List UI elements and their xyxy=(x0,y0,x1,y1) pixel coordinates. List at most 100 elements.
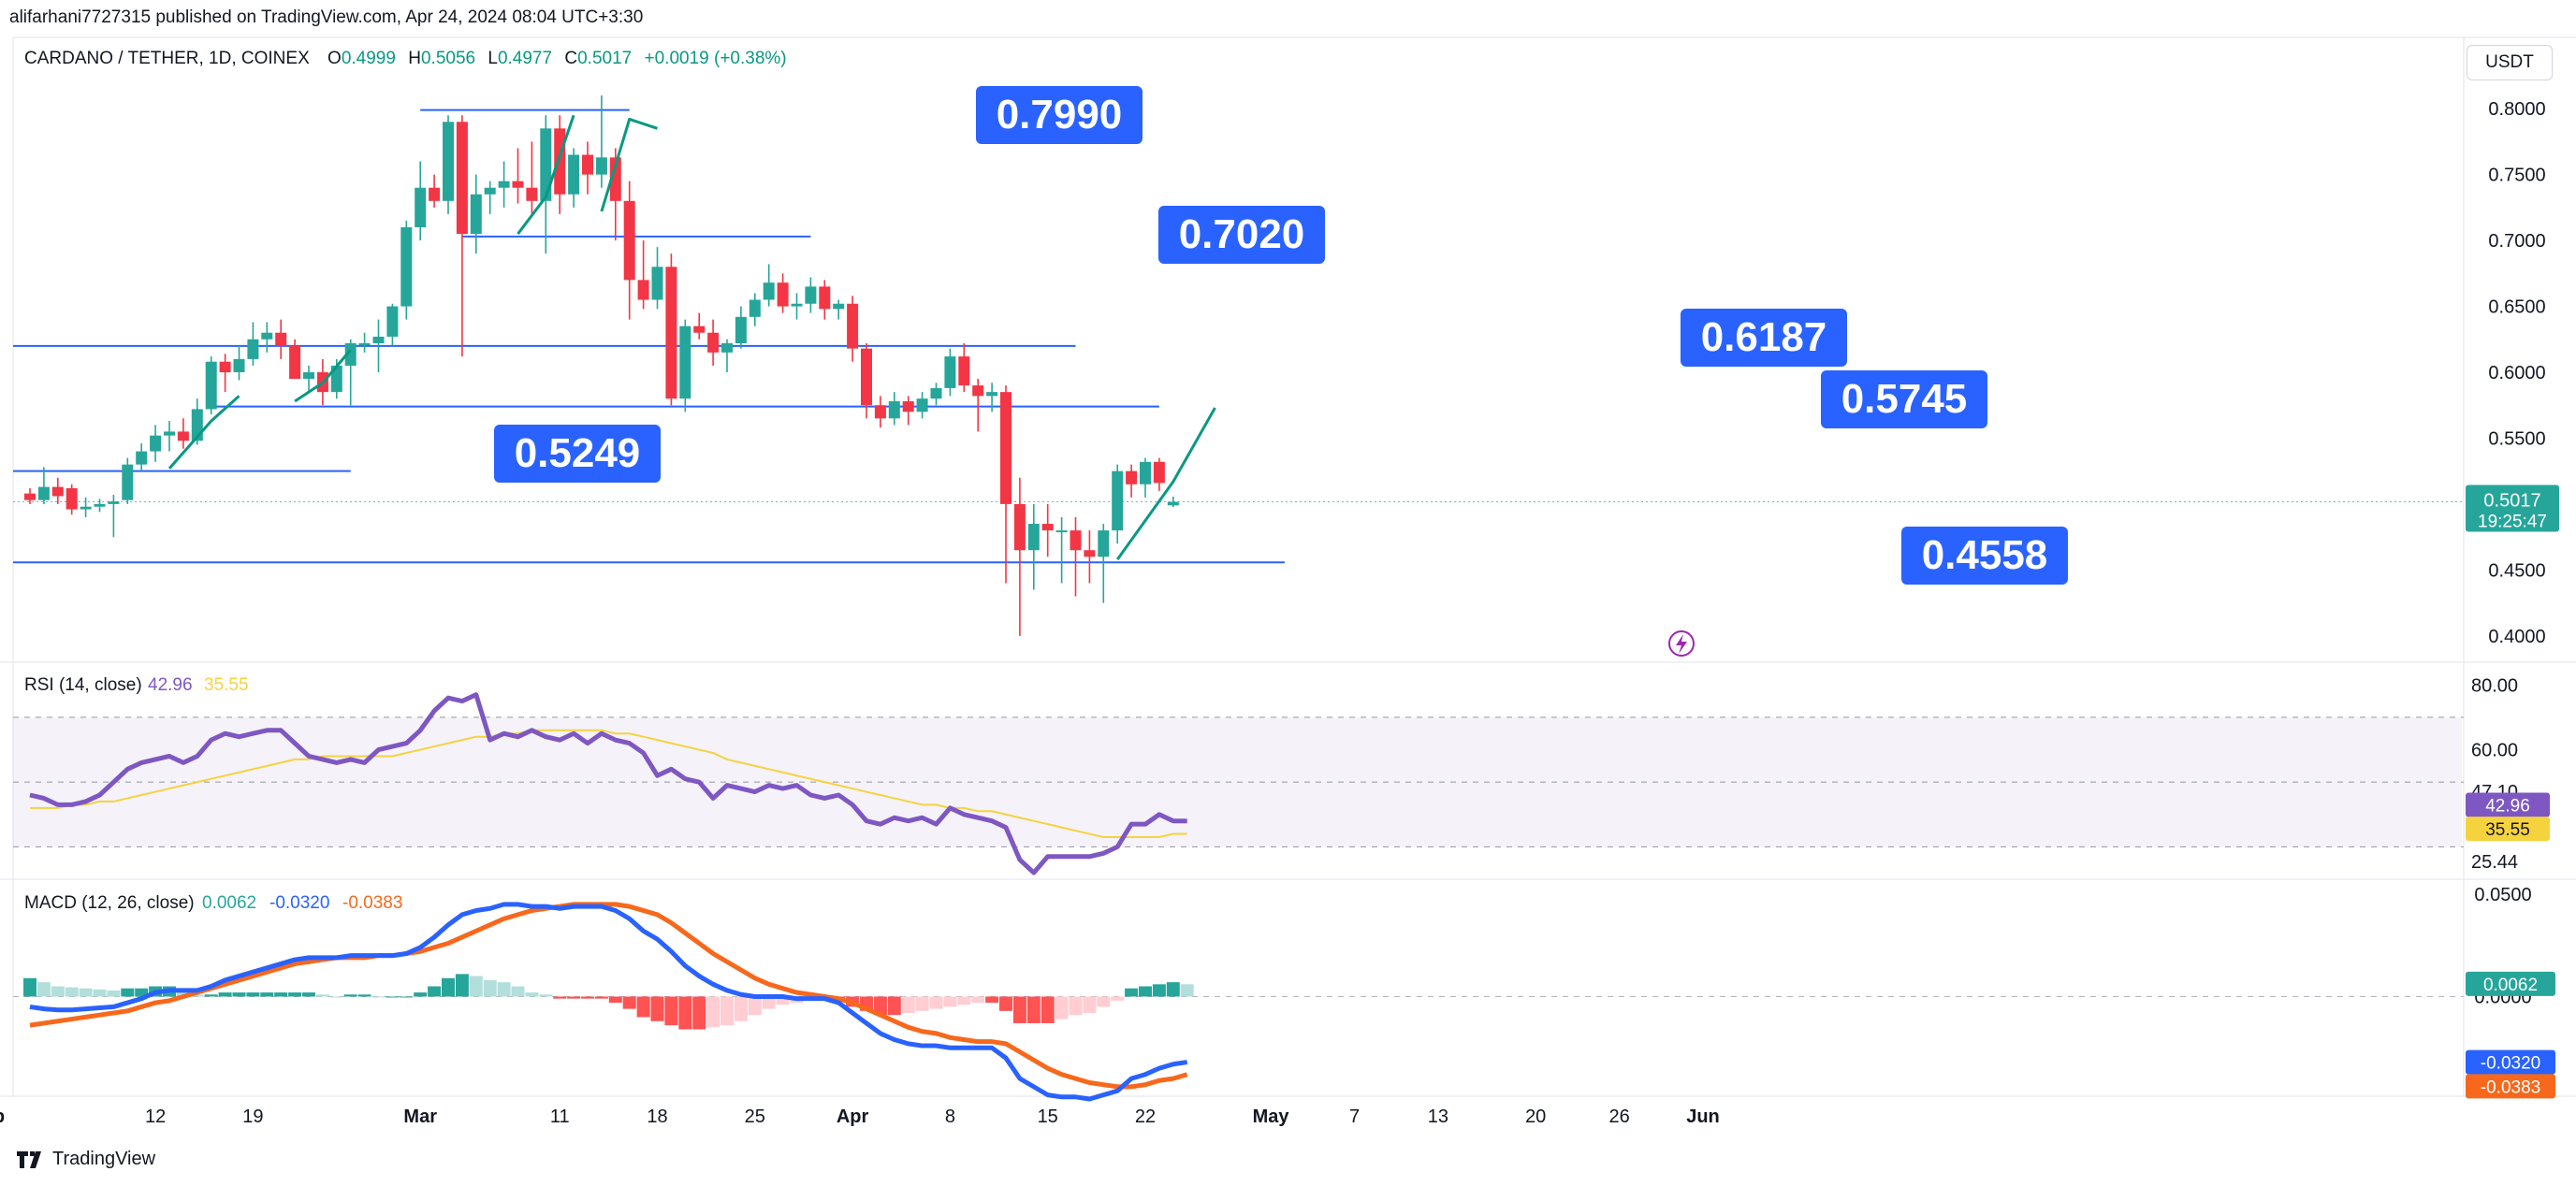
low-value: 0.4977 xyxy=(497,49,553,68)
candle-body xyxy=(1027,524,1040,551)
countdown-label: 19:25:47 xyxy=(2478,513,2547,532)
candle-body xyxy=(1140,461,1151,485)
candle-body xyxy=(958,356,970,386)
high-value: 0.5056 xyxy=(420,49,476,68)
candle-body xyxy=(679,325,691,399)
candle-body xyxy=(498,181,510,188)
candle-body xyxy=(735,316,747,343)
macd-histogram-bar xyxy=(1026,996,1041,1023)
macd-histogram-bar xyxy=(553,996,567,999)
symbol-title[interactable]: CARDANO / TETHER, 1D, COINEX xyxy=(24,49,310,68)
candle-body xyxy=(944,356,956,388)
macd-histogram-bar xyxy=(107,990,121,997)
lightning-icon-glyph xyxy=(1676,634,1687,654)
macd-histogram-bar xyxy=(329,996,343,998)
candle-body xyxy=(233,358,245,372)
macd-histogram-bar xyxy=(720,996,734,1026)
macd-histogram-bar xyxy=(1125,988,1139,997)
time-tick-label: Apr xyxy=(837,1106,869,1127)
candle-body xyxy=(37,486,50,500)
time-tick-label: 11 xyxy=(550,1106,570,1127)
candle-body xyxy=(721,343,733,353)
macd-histogram-bar xyxy=(1180,984,1194,997)
macd-histogram-bar xyxy=(93,989,107,997)
candle-body xyxy=(861,348,872,406)
candle-body xyxy=(888,401,900,419)
macd-histogram-bar xyxy=(469,976,483,997)
macd-histogram-bar xyxy=(1083,996,1097,1013)
candle-body xyxy=(1167,501,1179,506)
candle-body xyxy=(749,299,761,317)
price-tick-label: 0.7000 xyxy=(2488,231,2545,252)
level-label-box xyxy=(976,86,1142,144)
candle-body xyxy=(205,361,217,410)
candle-body xyxy=(65,488,78,510)
rsi-ma-value: 35.55 xyxy=(204,675,249,695)
candle-body xyxy=(164,431,175,436)
macd-tick-label: 0.0500 xyxy=(2474,885,2531,905)
macd-histogram-bar xyxy=(762,996,776,1009)
candle-body xyxy=(526,187,538,201)
symbol-legend: CARDANO / TETHER, 1D, COINEX O0.4999 H0.… xyxy=(24,49,787,69)
macd-histogram-bar xyxy=(664,996,678,1026)
trend-arrow xyxy=(294,349,352,403)
last-price-label: 0.5017 xyxy=(2483,491,2540,512)
macd-histogram-bar xyxy=(525,992,539,997)
time-tick-label: 12 xyxy=(145,1106,166,1127)
time-tick-label: Feb xyxy=(0,1106,5,1127)
macd-histogram-bar xyxy=(442,977,455,997)
macd-histogram-bar xyxy=(274,992,288,997)
time-tick-label: Mar xyxy=(403,1106,437,1127)
candle-body xyxy=(303,372,314,380)
level-label-text: 0.4558 xyxy=(1922,532,2048,578)
candle-body xyxy=(554,128,566,195)
candle-body xyxy=(791,303,803,307)
close-value: 0.5017 xyxy=(577,49,633,68)
candle-body xyxy=(986,392,998,397)
candle-body xyxy=(1013,503,1026,551)
level-label-text: 0.5745 xyxy=(1841,376,1968,422)
trend-arrow xyxy=(517,114,575,235)
macd-value-badge xyxy=(2466,971,2555,996)
macd-histogram-bar xyxy=(943,996,957,1007)
time-tick-label: 18 xyxy=(647,1106,667,1127)
time-tick-label: 20 xyxy=(1525,1106,1546,1127)
macd-histogram-bar xyxy=(748,996,762,1016)
macd-histogram-bar xyxy=(511,986,525,997)
macd-histogram-bar xyxy=(915,996,929,1011)
macd-histogram-bar xyxy=(622,996,636,1009)
macd-histogram-bar xyxy=(581,996,594,999)
candle-body xyxy=(1084,550,1096,557)
trend-arrow xyxy=(600,117,658,212)
tradingview-logo-icon xyxy=(17,1150,41,1168)
macd-histogram-bar xyxy=(971,996,985,1004)
candle-body xyxy=(595,157,607,175)
macd-signal-line xyxy=(29,902,1188,1090)
tradingview-logo[interactable]: TradingView xyxy=(17,1149,155,1170)
candle-body xyxy=(330,365,342,393)
level-label-box xyxy=(1681,309,1847,367)
candle-body xyxy=(902,401,914,412)
candle-body xyxy=(1098,530,1110,557)
candle-body xyxy=(400,227,413,307)
macd-histogram-bar xyxy=(386,996,400,998)
candle-body xyxy=(874,405,886,419)
candle-body xyxy=(484,187,496,195)
macd-histogram-bar xyxy=(428,986,442,997)
macd-histogram-bar xyxy=(176,990,190,997)
candle-body xyxy=(1070,530,1082,551)
trend-arrow xyxy=(167,395,240,470)
high-label: H xyxy=(408,49,421,68)
candle-body xyxy=(122,464,134,500)
candle-body xyxy=(108,501,120,504)
price-tick-label: 0.6000 xyxy=(2488,363,2545,383)
currency-button[interactable]: USDT xyxy=(2467,45,2553,80)
candle-body xyxy=(847,303,859,349)
macd-histogram-bar xyxy=(901,996,915,1013)
macd-histogram-bar xyxy=(302,992,315,997)
candle-body xyxy=(833,303,845,310)
candle-body xyxy=(568,154,580,195)
macd-value-badge-text: 0.0062 xyxy=(2483,976,2538,995)
macd-histogram-bar xyxy=(706,996,720,1028)
